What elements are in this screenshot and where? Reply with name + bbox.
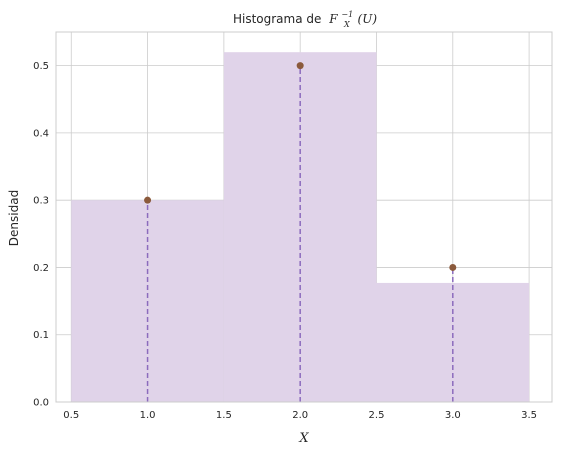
y-tick-label: 0.2 [33, 263, 49, 274]
y-tick-label: 0.1 [33, 330, 49, 341]
y-tick-label: 0.5 [33, 61, 49, 72]
y-ticks: 0.0 0.1 0.2 0.3 0.4 0.5 [33, 61, 49, 408]
stem-series [144, 62, 457, 402]
x-tick-label: 3.0 [445, 410, 461, 421]
title-math-subscript: X [343, 20, 350, 29]
y-axis-label: Densidad [7, 190, 21, 246]
chart-title: Histograma de F −1 X (U) [233, 6, 377, 30]
x-tick-label: 2.0 [292, 410, 308, 421]
y-tick-label: 0.0 [33, 398, 49, 409]
x-tick-label: 3.5 [521, 410, 537, 421]
title-math-superscript: −1 [341, 10, 353, 19]
x-ticks: 0.5 1.0 1.5 2.0 2.5 3.0 3.5 [63, 410, 537, 421]
plot-frame [55, 31, 553, 403]
x-axis-label: X [298, 431, 309, 446]
x-tick-label: 2.5 [369, 410, 385, 421]
stem-marker [144, 196, 152, 204]
stem-marker [296, 62, 304, 70]
title-math-argument: (U) [358, 12, 378, 26]
stem-marker [449, 263, 457, 271]
y-tick-label: 0.3 [33, 196, 49, 207]
title-math-base: F [328, 12, 338, 26]
title-prefix: Histograma de [233, 12, 321, 26]
y-tick-label: 0.4 [33, 128, 49, 139]
x-tick-label: 0.5 [63, 410, 79, 421]
x-tick-label: 1.5 [216, 410, 232, 421]
x-tick-label: 1.0 [140, 410, 156, 421]
